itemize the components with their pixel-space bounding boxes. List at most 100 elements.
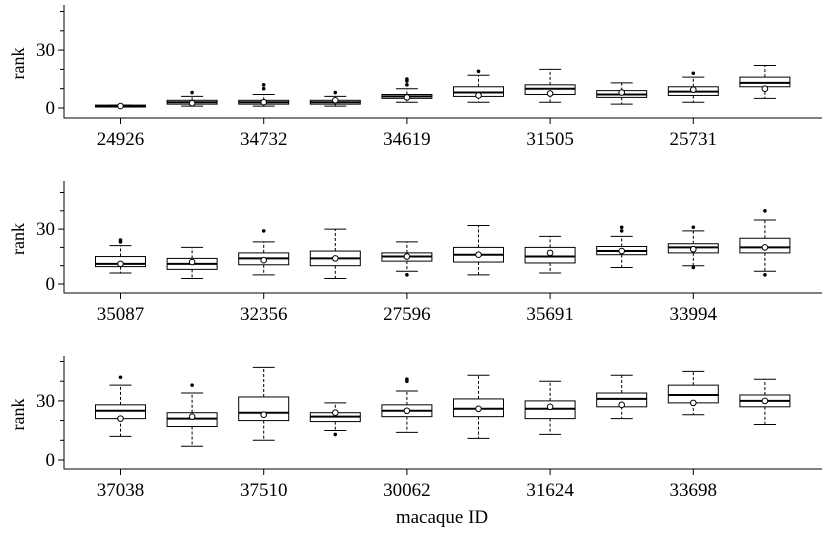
- outlier-point: [261, 83, 266, 87]
- mean-marker: [117, 260, 124, 268]
- y-tick-label: 30: [36, 391, 55, 412]
- mean-marker: [475, 405, 482, 413]
- box-5: [381, 377, 433, 433]
- box-10: [739, 65, 791, 99]
- mean-marker: [690, 245, 697, 253]
- axis-frame: [63, 356, 822, 470]
- mean-marker: [761, 397, 769, 405]
- mean-marker: [761, 244, 769, 251]
- outlier-point: [619, 229, 624, 233]
- mean-marker: [117, 102, 124, 110]
- box-8: [596, 225, 648, 269]
- outlier-point: [333, 90, 338, 95]
- mean-marker: [475, 251, 482, 259]
- outlier-point: [763, 209, 767, 213]
- x-tick-label: 33698: [670, 480, 718, 501]
- mean-marker: [546, 90, 554, 97]
- outlier-point: [118, 375, 123, 380]
- x-tick-label: 27596: [383, 304, 431, 325]
- outlier-point: [118, 238, 123, 242]
- mean-marker: [690, 399, 697, 407]
- x-tick-label: 37038: [97, 480, 145, 501]
- box-1: [95, 375, 146, 437]
- y-tick-label: 0: [46, 98, 56, 119]
- outlier-point: [476, 69, 481, 74]
- box-4: [309, 228, 361, 280]
- mean-marker: [403, 407, 411, 415]
- box-7: [524, 380, 576, 435]
- box-1: [95, 102, 146, 110]
- axis-frame: [63, 5, 822, 119]
- x-tick-label: 37510: [240, 480, 288, 501]
- outlier-point: [405, 377, 409, 382]
- axis-frame: [63, 181, 822, 294]
- box-2: [166, 246, 218, 280]
- x-axis-label: macaque ID: [396, 507, 488, 528]
- x-tick-label: 30062: [383, 480, 431, 501]
- mean-marker: [403, 253, 411, 260]
- x-tick-label: 32356: [240, 304, 288, 325]
- y-axis-label: rank: [8, 48, 28, 80]
- x-tick-label: 31624: [526, 480, 574, 501]
- mean-marker: [117, 415, 124, 422]
- y-tick-label: 0: [46, 274, 56, 295]
- y-axis-label: rank: [8, 399, 28, 431]
- y-tick-label: 30: [36, 40, 55, 61]
- outlier-point: [405, 273, 409, 277]
- outlier-point: [405, 83, 409, 87]
- mean-marker: [618, 89, 626, 96]
- box-3: [238, 229, 290, 276]
- panel-1: 0 30 rank 24926 34732 34619 31505 25731: [8, 5, 822, 150]
- x-tick-label: 24926: [97, 129, 145, 150]
- box-4: [309, 90, 361, 107]
- x-tick-label: 34732: [240, 129, 288, 150]
- box-3: [238, 366, 290, 441]
- x-tick-label: 35087: [97, 304, 145, 325]
- mean-marker: [260, 411, 268, 418]
- box-2: [166, 90, 218, 107]
- x-tick-label: 33994: [670, 304, 718, 325]
- box-2: [166, 383, 218, 447]
- mean-marker: [618, 401, 626, 409]
- box-3: [238, 83, 290, 107]
- outlier-point: [190, 383, 194, 387]
- mean-marker: [188, 258, 196, 266]
- outlier-point: [190, 90, 194, 95]
- mean-marker: [332, 96, 339, 104]
- outlier-point: [261, 86, 266, 91]
- outlier-point: [405, 77, 409, 81]
- box-8: [596, 82, 648, 105]
- outlier-point: [261, 229, 266, 233]
- outlier-point: [691, 225, 696, 230]
- box-9: [667, 71, 719, 103]
- iqr-box: [238, 396, 290, 422]
- outlier-point: [763, 273, 767, 277]
- box-10: [739, 378, 791, 426]
- mean-marker: [690, 86, 697, 93]
- outlier-point: [691, 71, 696, 76]
- mean-marker: [188, 413, 196, 420]
- mean-marker: [618, 247, 626, 255]
- outlier-point: [619, 225, 624, 230]
- mean-marker: [260, 98, 268, 106]
- box-7: [524, 68, 576, 103]
- box-9: [667, 370, 719, 416]
- outlier-point: [691, 265, 696, 270]
- mean-marker: [475, 92, 482, 99]
- outlier-point: [333, 432, 338, 437]
- mean-marker: [403, 94, 411, 101]
- x-tick-label: 31505: [526, 129, 574, 150]
- box-1: [95, 238, 146, 274]
- box-6: [453, 69, 504, 103]
- mean-marker: [332, 409, 339, 417]
- mean-marker: [546, 249, 554, 257]
- box-5: [381, 241, 433, 277]
- box-8: [596, 374, 648, 420]
- mean-marker: [546, 403, 554, 411]
- y-tick-label: 0: [46, 450, 56, 471]
- mean-marker: [260, 256, 268, 264]
- box-7: [524, 235, 576, 274]
- box-6: [453, 224, 504, 276]
- box-5: [381, 77, 433, 103]
